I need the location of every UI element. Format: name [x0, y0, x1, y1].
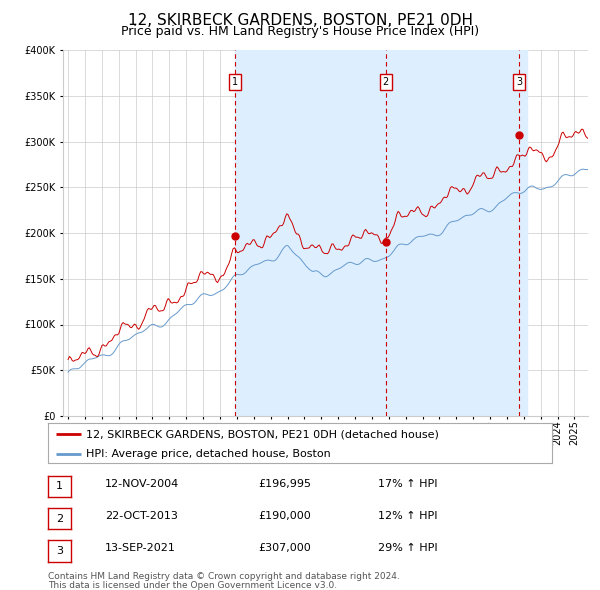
Text: 2: 2: [56, 514, 63, 523]
Text: HPI: Average price, detached house, Boston: HPI: Average price, detached house, Bost…: [86, 450, 331, 460]
Text: £307,000: £307,000: [258, 543, 311, 553]
Text: 12-NOV-2004: 12-NOV-2004: [105, 478, 179, 489]
Text: 17% ↑ HPI: 17% ↑ HPI: [378, 478, 437, 489]
Text: This data is licensed under the Open Government Licence v3.0.: This data is licensed under the Open Gov…: [48, 581, 337, 590]
Text: 12, SKIRBECK GARDENS, BOSTON, PE21 0DH: 12, SKIRBECK GARDENS, BOSTON, PE21 0DH: [128, 13, 473, 28]
Text: Price paid vs. HM Land Registry's House Price Index (HPI): Price paid vs. HM Land Registry's House …: [121, 25, 479, 38]
Text: 1: 1: [232, 77, 238, 87]
Text: 29% ↑ HPI: 29% ↑ HPI: [378, 543, 437, 553]
Text: 3: 3: [516, 77, 522, 87]
Text: Contains HM Land Registry data © Crown copyright and database right 2024.: Contains HM Land Registry data © Crown c…: [48, 572, 400, 581]
Bar: [235, 50, 527, 416]
Text: 22-OCT-2013: 22-OCT-2013: [105, 511, 178, 521]
Text: 12% ↑ HPI: 12% ↑ HPI: [378, 511, 437, 521]
Text: 3: 3: [56, 546, 63, 556]
Text: 12, SKIRBECK GARDENS, BOSTON, PE21 0DH (detached house): 12, SKIRBECK GARDENS, BOSTON, PE21 0DH (…: [86, 430, 439, 440]
Text: 2: 2: [382, 77, 389, 87]
Text: £190,000: £190,000: [258, 511, 311, 521]
Text: 1: 1: [56, 481, 63, 491]
Text: £196,995: £196,995: [258, 478, 311, 489]
Text: 13-SEP-2021: 13-SEP-2021: [105, 543, 176, 553]
